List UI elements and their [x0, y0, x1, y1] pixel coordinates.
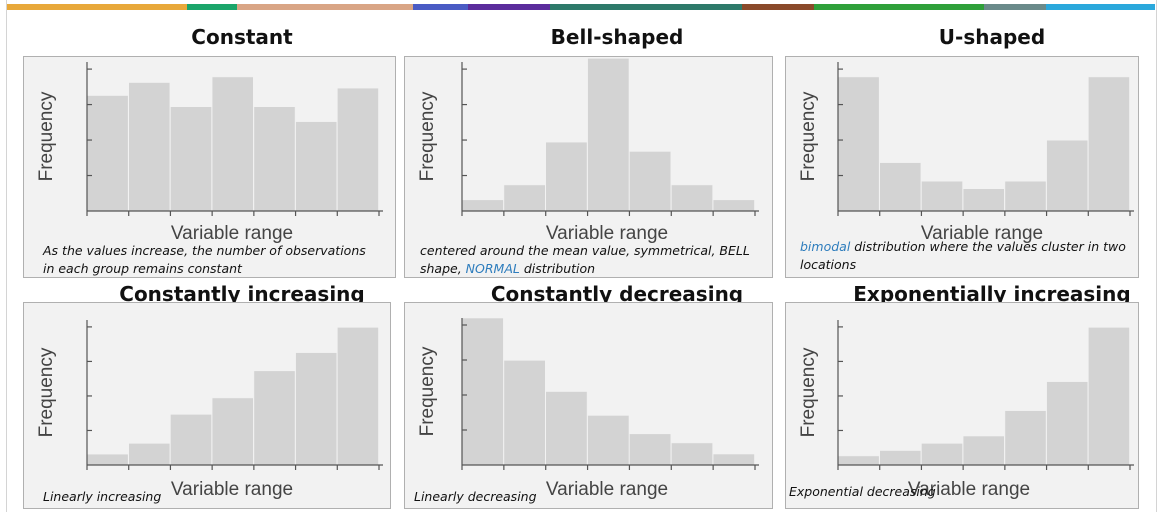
histogram-bar: [587, 415, 630, 466]
chart-caption: centered around the mean value, symmetri…: [420, 242, 750, 278]
chart-title: U-shaped: [938, 25, 1046, 49]
x-axis-label: Variable range: [921, 223, 1043, 244]
color-strip-segment: [984, 4, 1046, 10]
caption-text: in each group remains constant: [43, 261, 242, 276]
histogram-bar: [295, 352, 338, 466]
caption-line: shape, NORMAL distribution: [420, 260, 750, 278]
chart-caption: Linearly decreasing: [414, 488, 537, 506]
histogram-bar: [503, 359, 546, 466]
histogram-bar: [879, 162, 922, 212]
histogram-bar: [211, 76, 254, 212]
caption-text: centered around the mean value, symmetri…: [420, 243, 750, 258]
color-strip: [7, 4, 1155, 10]
histogram-bar: [253, 106, 296, 212]
x-axis-label: Variable range: [171, 479, 293, 500]
histogram-bar: [921, 442, 963, 466]
chart-caption: Linearly increasing: [43, 488, 161, 506]
histogram-bar: [545, 141, 588, 212]
chart-caption: Exponential decreasing: [789, 483, 936, 501]
histogram-bar: [837, 76, 880, 212]
histogram-bar: [1004, 410, 1047, 466]
histogram-bar: [461, 317, 504, 466]
histogram-bar: [503, 184, 546, 212]
x-axis-label: Variable range: [546, 479, 668, 500]
caption-text: distribution: [519, 261, 596, 276]
y-axis-label: Frequency: [36, 347, 57, 437]
caption-text: Linearly decreasing: [414, 489, 537, 504]
caption-line: Linearly decreasing: [414, 488, 537, 506]
chart-title: Constant: [191, 25, 293, 49]
caption-line: in each group remains constant: [43, 260, 366, 278]
caption-text: distribution where the values cluster in…: [850, 239, 1126, 254]
histogram-bar: [837, 455, 880, 466]
histogram-bar: [170, 106, 212, 212]
caption-text: As the values increase, the number of ob…: [43, 243, 366, 258]
histogram-bar: [1046, 139, 1089, 212]
caption-text: Exponential decreasing: [789, 484, 936, 499]
x-axis-label: Variable range: [908, 479, 1030, 500]
histogram-bar: [336, 326, 379, 466]
caption-line: As the values increase, the number of ob…: [43, 242, 366, 260]
caption-highlight: NORMAL: [465, 261, 520, 276]
caption-text: locations: [800, 257, 857, 272]
y-axis-label: Frequency: [417, 91, 438, 181]
chart-caption: bimodal distribution where the values cl…: [800, 238, 1126, 274]
caption-text: Linearly increasing: [43, 489, 162, 504]
caption-line: Exponential decreasing: [789, 483, 936, 501]
y-axis-label: Frequency: [798, 91, 819, 181]
histogram-bar: [629, 433, 672, 466]
histogram-bar: [336, 87, 379, 212]
histogram-bar: [295, 121, 338, 212]
caption-line: locations: [800, 256, 1126, 274]
histogram-bar: [211, 397, 254, 466]
histogram-bar: [962, 435, 1005, 466]
caption-line: bimodal distribution where the values cl…: [800, 238, 1126, 256]
color-strip-segment: [1046, 4, 1155, 10]
color-strip-segment: [413, 4, 468, 10]
color-strip-segment: [742, 4, 814, 10]
color-strip-segment: [7, 4, 187, 10]
chart-title: Bell-shaped: [550, 25, 684, 49]
histogram-bar: [170, 413, 212, 466]
histogram-bar: [629, 151, 672, 212]
histogram-bar: [587, 57, 630, 212]
caption-text: shape,: [420, 261, 466, 276]
color-strip-segment: [237, 4, 413, 10]
color-strip-segment: [550, 4, 742, 10]
caption-line: centered around the mean value, symmetri…: [420, 242, 750, 260]
caption-line: Linearly increasing: [43, 488, 161, 506]
histogram-bar: [1004, 180, 1047, 212]
y-axis-label: Frequency: [798, 347, 819, 437]
y-axis-label: Frequency: [417, 346, 438, 436]
x-axis-label: Variable range: [546, 223, 668, 244]
y-axis-label: Frequency: [36, 91, 57, 181]
chart-caption: As the values increase, the number of ob…: [43, 242, 366, 278]
histogram-bar: [879, 450, 922, 466]
caption-highlight: bimodal: [800, 239, 851, 254]
color-strip-segment: [187, 4, 237, 10]
x-axis-label: Variable range: [171, 223, 293, 244]
color-strip-segment: [468, 4, 550, 10]
histogram-bar: [1088, 76, 1130, 212]
histogram-bar: [670, 184, 713, 212]
histogram-bar: [1088, 326, 1130, 466]
histogram-bar: [1046, 381, 1089, 466]
color-strip-segment: [814, 4, 984, 10]
